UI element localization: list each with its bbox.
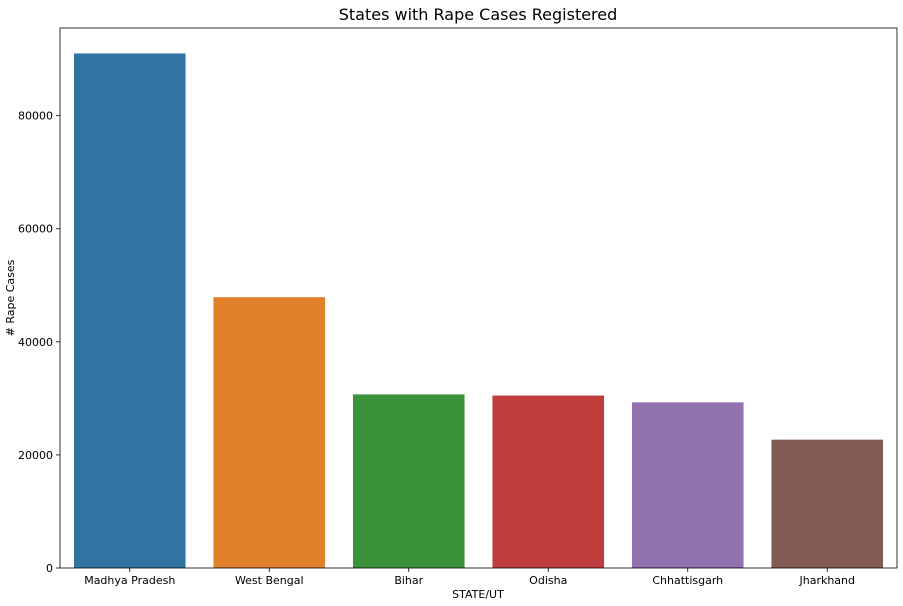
y-axis-ticks: 0 20000 40000 60000 80000 bbox=[18, 110, 60, 575]
x-axis-ticks: Madhya Pradesh West Bengal Bihar Odisha Chha… bbox=[84, 568, 855, 587]
x-tick-label: Bihar bbox=[394, 574, 423, 587]
bar-west-bengal bbox=[213, 297, 326, 568]
y-axis-label: # Rape Cases bbox=[4, 259, 17, 336]
bars-group bbox=[73, 53, 884, 569]
x-axis-label: STATE/UT bbox=[452, 588, 504, 601]
y-tick-label: 0 bbox=[46, 562, 53, 575]
y-tick-label: 60000 bbox=[18, 223, 53, 236]
chart-title: States with Rape Cases Registered bbox=[339, 5, 618, 24]
bar-jharkhand bbox=[771, 439, 884, 568]
x-tick-label: Madhya Pradesh bbox=[84, 574, 175, 587]
bar-bihar bbox=[352, 394, 465, 568]
x-tick-label: Jharkhand bbox=[798, 574, 855, 587]
bar-chhattisgarh bbox=[631, 402, 744, 568]
y-tick-label: 80000 bbox=[18, 110, 53, 123]
bar-odisha bbox=[492, 395, 605, 568]
x-tick-label: Odisha bbox=[529, 574, 567, 587]
plot-frame bbox=[59, 27, 898, 569]
y-tick-label: 40000 bbox=[18, 336, 53, 349]
x-tick-label: West Bengal bbox=[235, 574, 304, 587]
x-tick-label: Chhattisgarh bbox=[652, 574, 723, 587]
y-tick-label: 20000 bbox=[18, 449, 53, 462]
bar-madhya-pradesh bbox=[73, 53, 186, 569]
